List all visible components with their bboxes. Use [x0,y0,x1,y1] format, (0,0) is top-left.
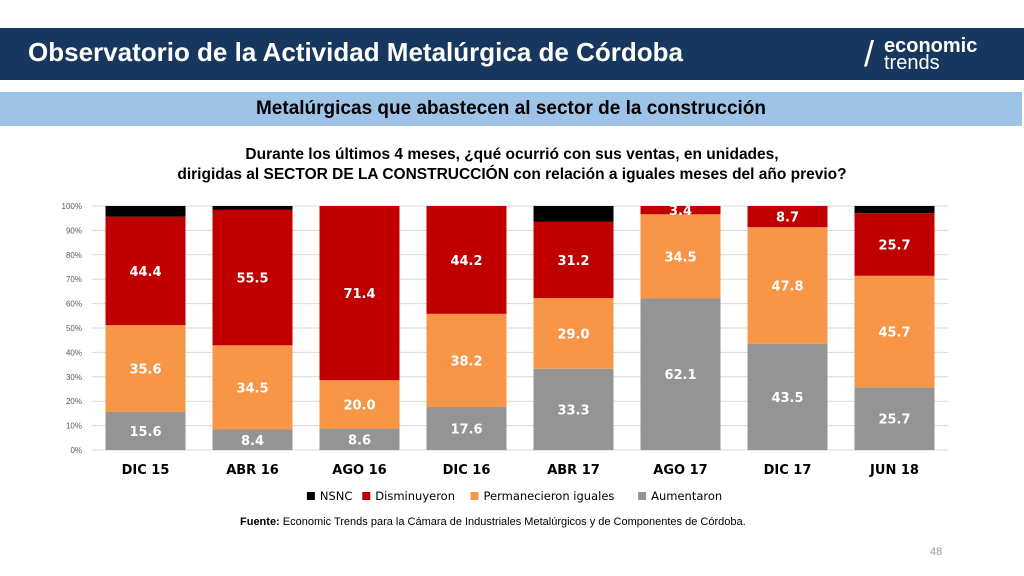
legend-label: Permanecieron iguales [484,489,615,503]
page-title: Observatorio de la Actividad Metalúrgica… [28,37,683,67]
bar-segment-permanecieron-iguales [640,214,721,299]
x-tick-label: ABR 16 [226,463,279,478]
y-tick-label: 100% [62,202,82,211]
data-label: 34.5 [236,381,268,396]
legend-swatch [470,492,479,500]
bar-segment-disminuyeron [426,206,507,314]
y-tick-label: 0% [70,446,82,455]
bar-segment-aumentaron [640,298,721,450]
data-label: 71.4 [343,287,375,302]
chart-question-line-2: dirigidas al SECTOR DE LA CONSTRUCCIÓN c… [177,166,847,183]
x-tick-label: DIC 15 [122,463,170,478]
section-title: Metalúrgicas que abastecen al sector de … [255,98,766,119]
y-tick-label: 80% [66,251,82,260]
data-label: 8.7 [776,211,799,226]
bar-segment-disminuyeron [640,206,721,215]
x-tick-label: AGO 17 [653,463,707,478]
x-tick-label: JUN 18 [869,463,919,478]
legend-label: NSNC [320,489,353,503]
header-bar: Observatorio de la Actividad Metalúrgica… [0,28,1024,80]
data-label: 3.4 [669,204,692,219]
logo-text-bottom: trends [884,52,940,74]
bar-segment-nsnc [533,206,614,222]
bar-segment-disminuyeron [319,206,400,381]
x-tick-label: AGO 16 [332,463,386,478]
data-label: 43.5 [771,391,803,406]
bar-segment-permanecieron-iguales [854,275,935,388]
data-label: 25.7 [878,238,910,253]
y-tick-label: 60% [66,300,82,309]
data-label: 15.6 [129,425,161,440]
bar-segment-disminuyeron [105,216,186,326]
data-label: 31.2 [557,254,589,269]
bar-segment-permanecieron-iguales [212,345,293,430]
economic-trends-logo: / economic trends [864,34,1004,76]
y-tick-label: 50% [66,324,82,333]
data-label: 34.5 [664,250,696,265]
bar-segment-disminuyeron [533,221,614,298]
data-label: 17.6 [450,423,482,438]
bar-segment-nsnc [212,206,293,210]
data-label: 44.2 [450,254,482,269]
logo-slash-mark: / [864,33,875,74]
legend-label: Aumentaron [651,489,722,503]
bar-segment-disminuyeron [212,209,293,346]
data-label: 20.0 [343,399,375,414]
data-label: 8.4 [241,434,264,449]
data-label: 29.0 [557,327,589,342]
bar-segment-permanecieron-iguales [747,227,828,344]
data-label: 62.1 [664,368,696,383]
bar-segment-permanecieron-iguales [319,380,400,430]
chart-question-line-1: Durante los últimos 4 meses, ¿qué ocurri… [245,146,779,163]
data-label: 8.6 [348,434,371,449]
legend-label: Disminuyeron [375,489,455,503]
section-band: Metalúrgicas que abastecen al sector de … [0,92,1022,126]
data-label: 55.5 [236,272,268,287]
bar-segment-permanecieron-iguales [533,297,614,369]
bar-segment-aumentaron [212,429,293,450]
data-label: 44.4 [129,265,161,280]
y-tick-label: 40% [66,348,82,357]
bar-segment-permanecieron-iguales [426,313,507,408]
y-tick-label: 20% [66,397,82,406]
source-note: Fuente: Economic Trends para la Cámara d… [240,516,746,528]
bar-segment-nsnc [854,206,935,214]
bar-segment-disminuyeron [854,213,935,276]
x-tick-label: ABR 17 [547,463,600,478]
data-label: 47.8 [771,280,803,295]
legend-swatch [362,492,371,500]
data-label: 45.7 [878,326,910,341]
x-tick-label: DIC 16 [443,463,491,478]
data-label: 33.3 [557,403,589,418]
bar-segment-aumentaron [105,411,186,450]
y-tick-label: 30% [66,373,82,382]
x-tick-label: DIC 17 [764,463,812,478]
page-number: 48 [930,546,943,558]
legend-swatch [638,492,647,500]
legend-swatch [306,492,315,500]
y-tick-label: 70% [66,275,82,284]
bar-segment-permanecieron-iguales [105,325,186,412]
bar-segment-aumentaron [426,407,507,450]
y-tick-label: 10% [66,422,82,431]
source-label: Fuente: [240,516,280,528]
y-tick-label: 90% [66,226,82,235]
data-label: 38.2 [450,354,482,369]
logo-text-top: economic [884,35,978,57]
data-label: 25.7 [878,413,910,428]
bar-segment-aumentaron [747,343,828,450]
bar-segment-disminuyeron [747,206,828,228]
bar-segment-aumentaron [533,368,614,450]
data-label: 35.6 [129,363,161,378]
bar-segment-aumentaron [319,429,400,450]
source-text: Economic Trends para la Cámara de Indust… [279,516,746,528]
bar-segment-nsnc [105,206,186,217]
bar-segment-aumentaron [854,387,935,450]
